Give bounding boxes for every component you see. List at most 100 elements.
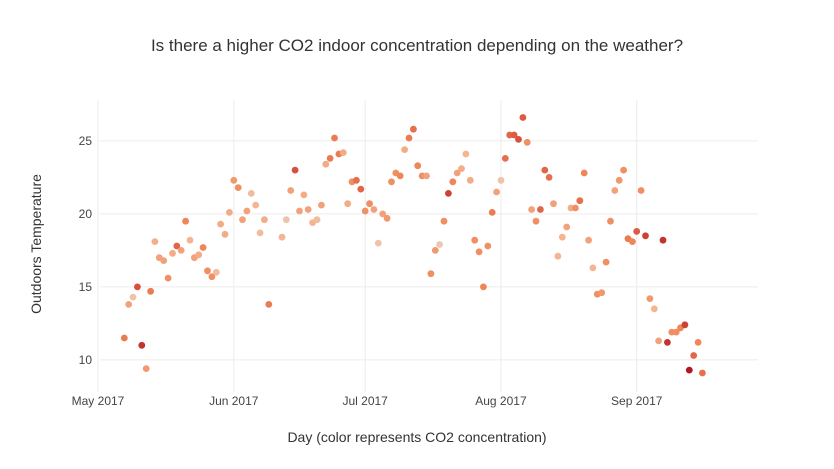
data-point[interactable] <box>467 177 474 184</box>
data-point[interactable] <box>620 167 627 174</box>
data-point[interactable] <box>165 275 172 282</box>
data-point[interactable] <box>121 335 128 342</box>
data-point[interactable] <box>572 205 579 212</box>
data-point[interactable] <box>537 206 544 213</box>
data-point[interactable] <box>541 167 548 174</box>
data-point[interactable] <box>292 167 299 174</box>
data-point[interactable] <box>160 257 167 264</box>
data-point[interactable] <box>651 305 658 312</box>
data-point[interactable] <box>498 177 505 184</box>
data-point[interactable] <box>528 206 535 213</box>
data-point[interactable] <box>344 200 351 207</box>
data-point[interactable] <box>524 139 531 146</box>
data-point[interactable] <box>598 289 605 296</box>
data-point[interactable] <box>200 244 207 251</box>
data-point[interactable] <box>655 338 662 345</box>
data-point[interactable] <box>143 365 150 372</box>
data-point[interactable] <box>248 190 255 197</box>
data-point[interactable] <box>576 197 583 204</box>
data-point[interactable] <box>406 135 413 142</box>
data-point[interactable] <box>287 187 294 194</box>
data-point[interactable] <box>226 209 233 216</box>
data-point[interactable] <box>664 339 671 346</box>
data-point[interactable] <box>428 270 435 277</box>
data-point[interactable] <box>230 177 237 184</box>
data-point[interactable] <box>305 206 312 213</box>
data-point[interactable] <box>489 209 496 216</box>
data-point[interactable] <box>432 247 439 254</box>
data-point[interactable] <box>590 265 597 272</box>
data-point[interactable] <box>401 146 408 153</box>
data-point[interactable] <box>642 232 649 239</box>
data-point[interactable] <box>331 135 338 142</box>
data-point[interactable] <box>195 251 202 258</box>
data-point[interactable] <box>445 190 452 197</box>
data-point[interactable] <box>493 189 500 196</box>
data-point[interactable] <box>252 202 259 209</box>
data-point[interactable] <box>638 187 645 194</box>
data-point[interactable] <box>244 208 251 215</box>
data-point[interactable] <box>125 301 132 308</box>
data-point[interactable] <box>397 173 404 180</box>
data-point[interactable] <box>388 178 395 185</box>
data-point[interactable] <box>213 269 220 276</box>
data-point[interactable] <box>695 339 702 346</box>
data-point[interactable] <box>463 151 470 158</box>
data-point[interactable] <box>699 370 706 377</box>
data-point[interactable] <box>533 218 540 225</box>
data-point[interactable] <box>357 186 364 193</box>
data-point[interactable] <box>178 247 185 254</box>
data-point[interactable] <box>520 114 527 121</box>
data-point[interactable] <box>147 288 154 295</box>
data-point[interactable] <box>682 321 689 328</box>
data-point[interactable] <box>322 161 329 168</box>
data-point[interactable] <box>138 342 145 349</box>
data-point[interactable] <box>502 155 509 162</box>
data-point[interactable] <box>169 250 176 257</box>
data-point[interactable] <box>222 231 229 238</box>
data-point[interactable] <box>581 170 588 177</box>
data-point[interactable] <box>436 241 443 248</box>
data-point[interactable] <box>301 192 308 199</box>
data-point[interactable] <box>257 230 264 237</box>
data-point[interactable] <box>563 224 570 231</box>
data-point[interactable] <box>611 187 618 194</box>
data-point[interactable] <box>152 238 159 245</box>
data-point[interactable] <box>441 218 448 225</box>
data-point[interactable] <box>603 259 610 266</box>
data-point[interactable] <box>182 218 189 225</box>
data-point[interactable] <box>414 162 421 169</box>
data-point[interactable] <box>607 218 614 225</box>
data-point[interactable] <box>353 177 360 184</box>
data-point[interactable] <box>327 155 334 162</box>
data-point[interactable] <box>130 294 137 301</box>
data-point[interactable] <box>265 301 272 308</box>
data-point[interactable] <box>283 216 290 223</box>
data-point[interactable] <box>314 216 321 223</box>
data-point[interactable] <box>629 238 636 245</box>
data-point[interactable] <box>279 234 286 241</box>
data-point[interactable] <box>318 202 325 209</box>
data-point[interactable] <box>423 173 430 180</box>
data-point[interactable] <box>340 149 347 156</box>
data-point[interactable] <box>187 237 194 244</box>
data-point[interactable] <box>296 208 303 215</box>
data-point[interactable] <box>471 237 478 244</box>
data-point[interactable] <box>555 253 562 260</box>
data-point[interactable] <box>647 295 654 302</box>
data-point[interactable] <box>559 234 566 241</box>
data-point[interactable] <box>616 177 623 184</box>
data-point[interactable] <box>204 267 211 274</box>
data-point[interactable] <box>371 206 378 213</box>
data-point[interactable] <box>362 208 369 215</box>
data-point[interactable] <box>410 126 417 133</box>
data-point[interactable] <box>546 174 553 181</box>
data-point[interactable] <box>261 216 268 223</box>
data-point[interactable] <box>690 352 697 359</box>
data-point[interactable] <box>375 240 382 247</box>
data-point[interactable] <box>366 200 373 207</box>
data-point[interactable] <box>134 284 141 291</box>
data-point[interactable] <box>449 178 456 185</box>
data-point[interactable] <box>550 200 557 207</box>
data-point[interactable] <box>585 237 592 244</box>
